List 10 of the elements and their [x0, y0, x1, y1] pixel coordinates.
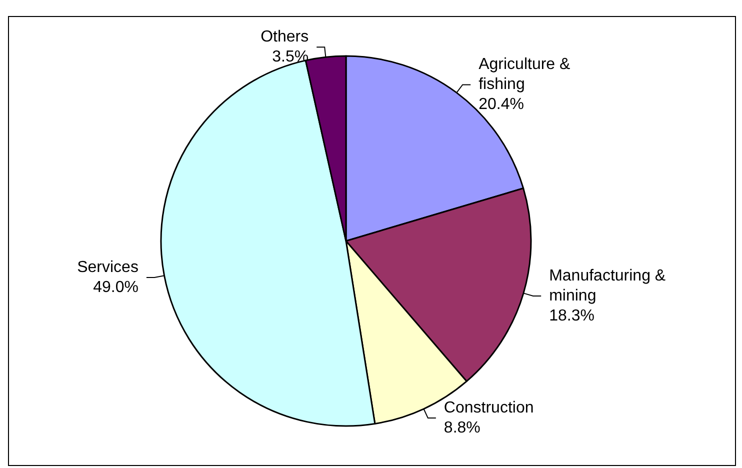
slice-label: Others [260, 28, 309, 46]
data-label: 20.4% [478, 96, 524, 114]
data-label: 18.3% [549, 307, 594, 324]
data-label: 8.8% [444, 419, 480, 436]
slice-label: Agriculture & fishing [478, 56, 575, 94]
slice-label: Services [77, 259, 138, 276]
slice-label: Manufacturing & mining [549, 267, 670, 304]
slice-label: Construction [444, 399, 534, 416]
data-label: 3.5% [272, 48, 309, 66]
data-label: 49.0% [93, 279, 138, 296]
